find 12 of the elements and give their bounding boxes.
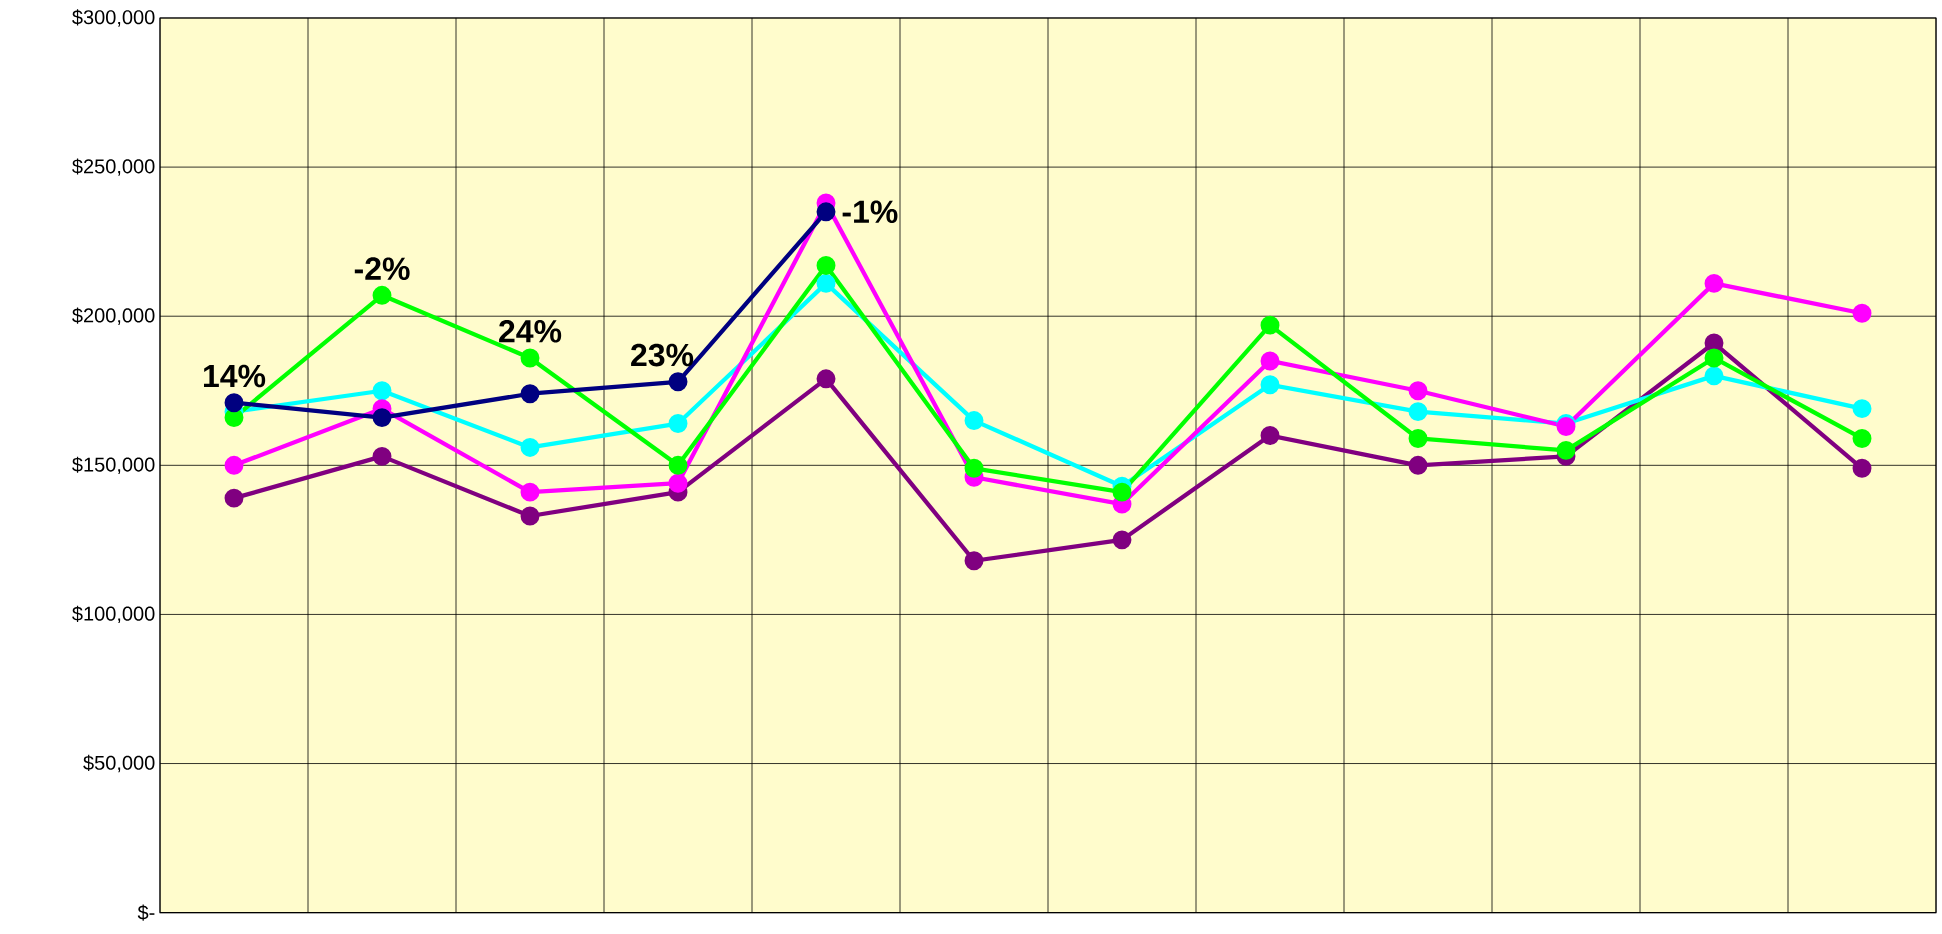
y-tick-label: $300,000 <box>72 9 155 27</box>
y-tick-label: $50,000 <box>83 754 155 773</box>
annotation: 24% <box>499 320 562 343</box>
annotation: 14% <box>203 364 266 388</box>
annotation: -2% <box>354 257 410 280</box>
y-tick-label: $150,000 <box>72 456 155 474</box>
annotation: -1% <box>842 200 898 224</box>
y-tick-label: $250,000 <box>72 158 155 176</box>
y-tick-label: $100,000 <box>72 605 155 624</box>
y-tick-label: $200,000 <box>72 307 155 325</box>
annotation: 23% <box>631 343 694 367</box>
y-tick-label: $- <box>137 904 155 921</box>
